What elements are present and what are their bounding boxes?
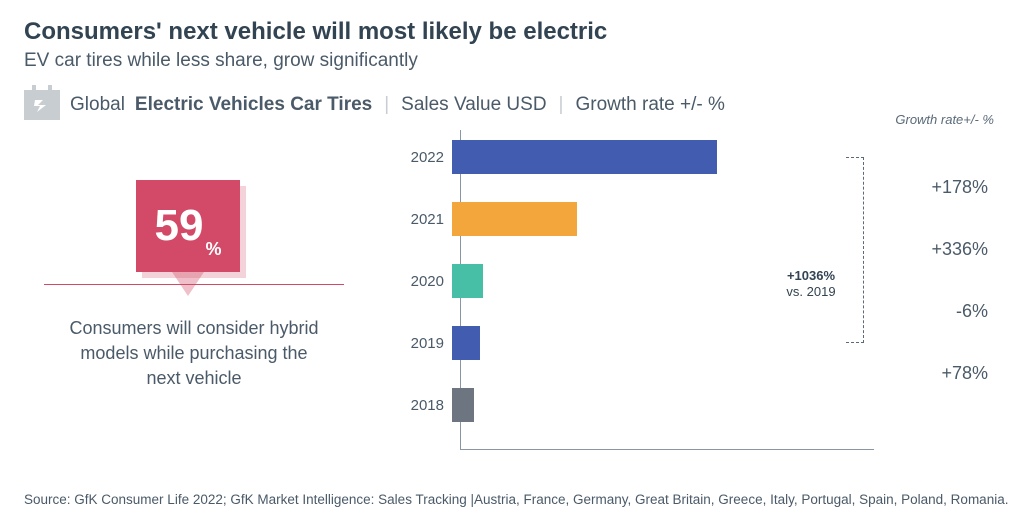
bar [452, 388, 474, 422]
callout-text: Consumers will consider hybrid models wh… [24, 316, 364, 392]
header-metric-2: Growth rate +/- % [575, 94, 724, 116]
year-label: 2018 [374, 397, 452, 414]
bar-track [452, 384, 764, 426]
separator: | [559, 94, 564, 116]
growth-value: -6% [878, 301, 988, 322]
callout-wrap: 59 % [24, 166, 364, 306]
growth-value: +178% [878, 177, 988, 198]
bar [452, 202, 577, 236]
bar-track [452, 198, 764, 240]
bar-track [452, 322, 764, 364]
separator: | [384, 94, 389, 116]
comparison-bracket [846, 157, 864, 343]
header-prefix: Global [70, 94, 125, 116]
callout-pane: 59 % Consumers will consider hybrid mode… [24, 130, 364, 470]
header-bold: Electric Vehicles Car Tires [135, 94, 372, 116]
chart-row: 2022 [374, 136, 994, 178]
x-axis [460, 449, 874, 450]
growth-value: +78% [878, 363, 988, 384]
year-label: 2020 [374, 273, 452, 290]
chart-row: 2020 [374, 260, 994, 302]
page-title: Consumers' next vehicle will most likely… [24, 18, 994, 46]
growth-column-header: Growth rate+/- % [895, 112, 994, 127]
page-subtitle: EV car tires while less share, grow sign… [24, 50, 994, 72]
callout-value: 59 [155, 204, 204, 248]
callout-unit: % [205, 239, 221, 272]
callout-pointer [172, 272, 204, 296]
bar-chart: Growth rate+/- % 20222021202020192018 +1… [374, 130, 994, 470]
bar-track [452, 260, 764, 302]
metric-header: Global Electric Vehicles Car Tires | Sal… [24, 90, 994, 120]
content-row: 59 % Consumers will consider hybrid mode… [24, 130, 994, 470]
bar-track [452, 136, 764, 178]
year-label: 2019 [374, 335, 452, 352]
bracket-label: +1036%vs. 2019 [776, 268, 846, 299]
chart-row: 2018 [374, 384, 994, 426]
chart-row: 2021 [374, 198, 994, 240]
header-metric-1: Sales Value USD [401, 94, 546, 116]
bar [452, 264, 483, 298]
chart-row: 2019 [374, 322, 994, 364]
callout-box: 59 % [136, 180, 240, 272]
ev-plug-icon [24, 90, 60, 120]
year-label: 2022 [374, 149, 452, 166]
bar [452, 326, 480, 360]
bar [452, 140, 717, 174]
growth-value: +336% [878, 239, 988, 260]
source-footnote: Source: GfK Consumer Life 2022; GfK Mark… [24, 492, 1008, 507]
year-label: 2021 [374, 211, 452, 228]
